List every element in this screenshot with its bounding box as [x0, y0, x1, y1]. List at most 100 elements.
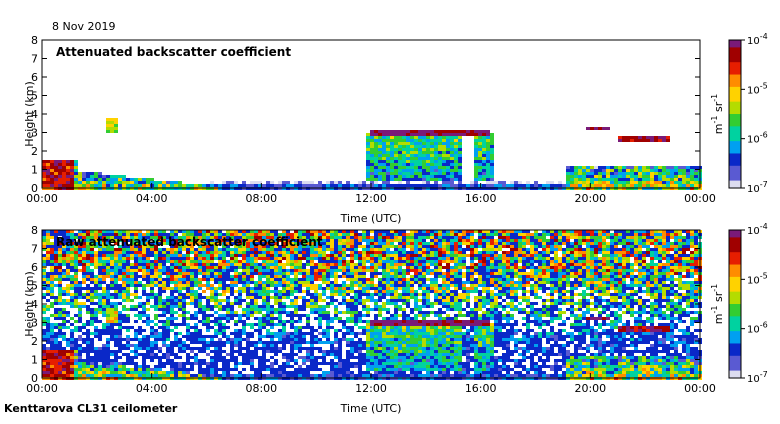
heatmap-cell — [166, 317, 170, 320]
heatmap-cell — [242, 332, 246, 335]
heatmap-cell — [78, 287, 82, 290]
heatmap-cell — [94, 314, 98, 317]
heatmap-cell — [302, 302, 306, 305]
heatmap-cell — [310, 251, 314, 254]
heatmap-cell — [286, 251, 290, 254]
heatmap-cell — [162, 254, 166, 257]
heatmap-cell — [162, 302, 166, 305]
heatmap-cell — [346, 239, 350, 242]
heatmap-cell — [374, 263, 378, 266]
heatmap-cell — [342, 326, 346, 329]
heatmap-cell — [46, 308, 50, 311]
heatmap-cell — [182, 184, 186, 187]
heatmap-cell — [482, 154, 486, 157]
heatmap-cell — [202, 184, 206, 187]
heatmap-cell — [358, 278, 362, 281]
heatmap-cell — [158, 181, 162, 184]
heatmap-cell — [106, 323, 110, 326]
heatmap-cell — [178, 347, 182, 350]
heatmap-cell — [86, 251, 90, 254]
heatmap-cell — [86, 299, 90, 302]
heatmap-cell — [270, 281, 274, 284]
heatmap-cell — [102, 329, 106, 332]
heatmap-cell — [90, 320, 94, 323]
heatmap-cell — [338, 371, 342, 374]
heatmap-cell — [158, 260, 162, 263]
heatmap-cell — [242, 362, 246, 365]
heatmap-cell — [130, 359, 134, 362]
heatmap-cell — [426, 133, 430, 136]
heatmap-cell — [138, 254, 142, 257]
heatmap-cell — [142, 308, 146, 311]
heatmap-cell — [334, 281, 338, 284]
heatmap-cell — [674, 172, 678, 175]
heatmap-cell — [454, 184, 458, 187]
heatmap-cell — [294, 296, 298, 299]
heatmap-cell — [334, 263, 338, 266]
heatmap-cell — [374, 254, 378, 257]
heatmap-cell — [238, 302, 242, 305]
heatmap-cell — [486, 178, 490, 181]
heatmap-cell — [362, 344, 366, 347]
heatmap-cell — [478, 172, 482, 175]
heatmap-cell — [654, 136, 658, 139]
heatmap-cell — [642, 184, 646, 187]
heatmap-cell — [446, 139, 450, 142]
heatmap-cell — [310, 341, 314, 344]
heatmap-cell — [434, 166, 438, 169]
heatmap-cell — [250, 350, 254, 353]
heatmap-cell — [302, 184, 306, 187]
heatmap-cell — [110, 371, 114, 374]
heatmap-cell — [50, 175, 54, 178]
heatmap-cell — [438, 139, 442, 142]
heatmap-cell — [214, 371, 218, 374]
heatmap-cell — [366, 353, 370, 356]
heatmap-cell — [326, 260, 330, 263]
heatmap-cell — [354, 281, 358, 284]
heatmap-cell — [354, 344, 358, 347]
heatmap-cell — [402, 157, 406, 160]
heatmap-cell — [134, 178, 138, 181]
heatmap-cell — [366, 260, 370, 263]
heatmap-cell — [182, 368, 186, 371]
heatmap-cell — [126, 362, 130, 365]
heatmap-cell — [410, 175, 414, 178]
heatmap-cell — [70, 275, 74, 278]
heatmap-cell — [490, 181, 494, 184]
heatmap-cell — [246, 281, 250, 284]
heatmap-cell — [210, 272, 214, 275]
heatmap-cell — [42, 311, 46, 314]
heatmap-cell — [158, 371, 162, 374]
heatmap-cell — [306, 290, 310, 293]
heatmap-cell — [618, 181, 622, 184]
heatmap-cell — [62, 326, 66, 329]
heatmap-cell — [42, 236, 46, 239]
heatmap-cell — [438, 172, 442, 175]
heatmap-cell — [214, 251, 218, 254]
heatmap-cell — [138, 344, 142, 347]
heatmap-cell — [378, 278, 382, 281]
heatmap-cell — [142, 320, 146, 323]
heatmap-cell — [450, 160, 454, 163]
heatmap-cell — [366, 266, 370, 269]
heatmap-cell — [74, 326, 78, 329]
heatmap-cell — [282, 263, 286, 266]
heatmap-cell — [262, 287, 266, 290]
heatmap-cell — [206, 329, 210, 332]
heatmap-cell — [278, 290, 282, 293]
heatmap-cell — [170, 311, 174, 314]
heatmap-cell — [178, 278, 182, 281]
heatmap-cell — [486, 175, 490, 178]
heatmap-cell — [62, 308, 66, 311]
heatmap-cell — [362, 329, 366, 332]
heatmap-cell — [206, 317, 210, 320]
heatmap-cell — [142, 257, 146, 260]
heatmap-cell — [350, 344, 354, 347]
heatmap-cell — [374, 266, 378, 269]
heatmap-cell — [694, 166, 698, 169]
heatmap-cell — [286, 284, 290, 287]
heatmap-cell — [338, 350, 342, 353]
heatmap-cell — [66, 275, 70, 278]
heatmap-cell — [130, 350, 134, 353]
heatmap-cell — [586, 178, 590, 181]
